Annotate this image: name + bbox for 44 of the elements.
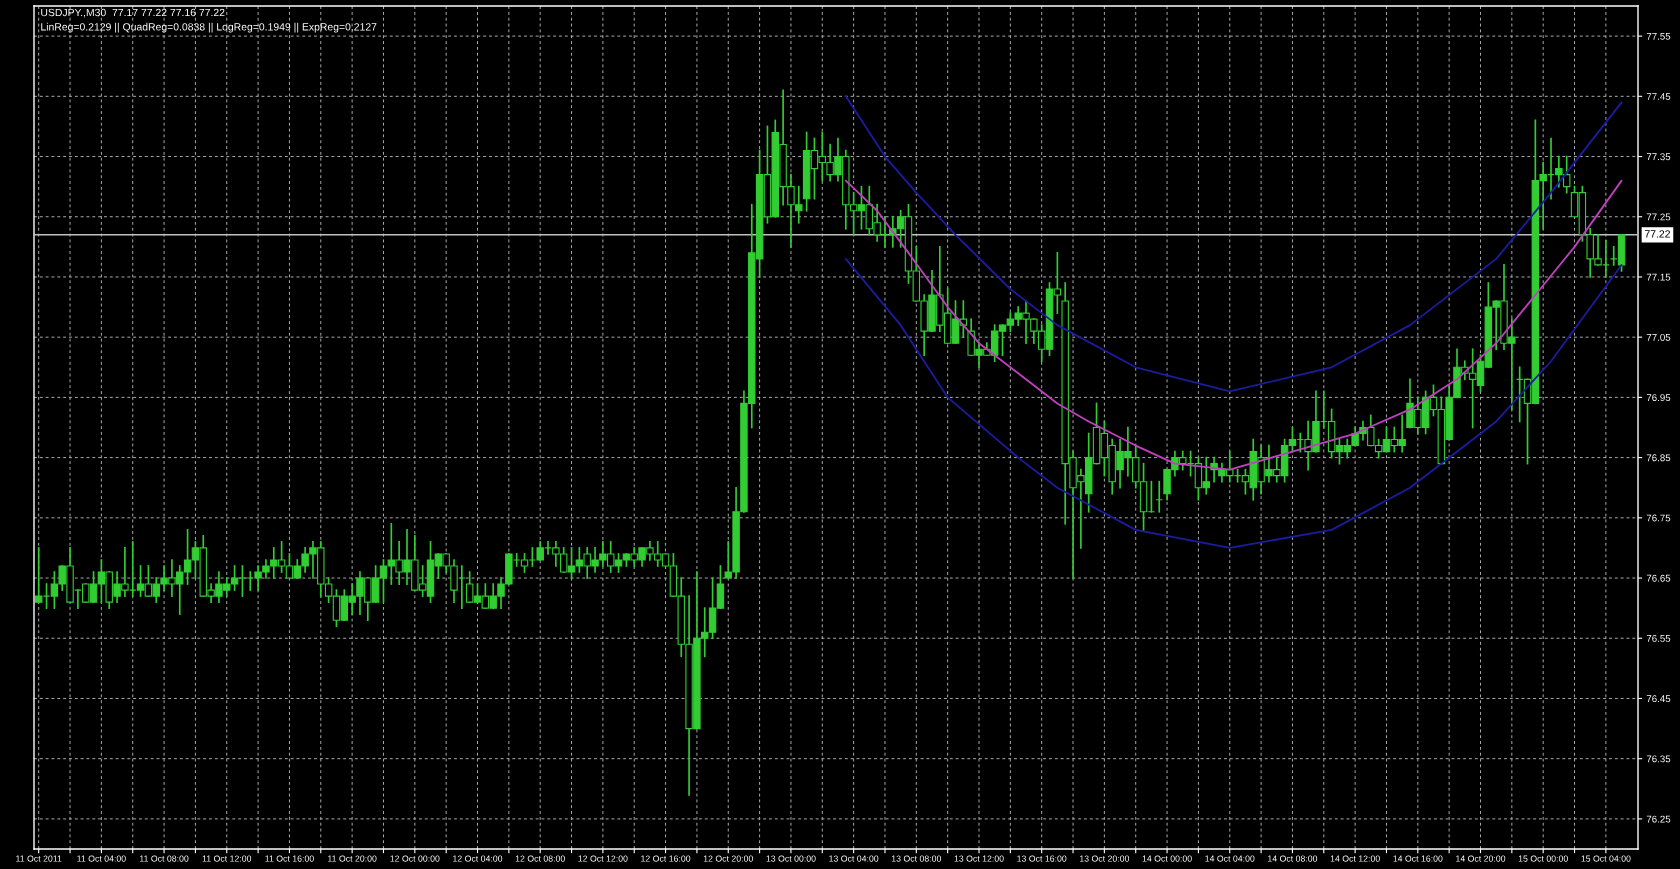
x-tick-label: 13 Oct 00:00 xyxy=(766,855,816,862)
x-tick-label: 13 Oct 16:00 xyxy=(1017,855,1067,862)
x-tick-label: 15 Oct 00:00 xyxy=(1518,855,1568,862)
y-tick-label: 76.45 xyxy=(1646,695,1671,703)
chart-title: USDJPY.,M30 77.17 77.22 77.16 77.22 xyxy=(41,8,225,18)
x-tick-label: 11 Oct 20:00 xyxy=(328,855,377,862)
x-tick-label: 13 Oct 12:00 xyxy=(954,855,1004,862)
x-tick-label: 11 Oct 2011 xyxy=(16,855,62,862)
x-tick-label: 12 Oct 08:00 xyxy=(515,855,565,862)
x-tick-label: 11 Oct 16:00 xyxy=(265,855,314,862)
y-tick-label: 76.65 xyxy=(1646,574,1671,582)
y-tick-label: 77.35 xyxy=(1646,153,1671,161)
x-tick-label: 12 Oct 04:00 xyxy=(453,855,503,862)
x-tick-label: 14 Oct 00:00 xyxy=(1142,855,1192,862)
y-tick-label: 76.95 xyxy=(1646,394,1671,402)
x-tick-label: 13 Oct 08:00 xyxy=(891,855,942,862)
y-tick-label: 77.05 xyxy=(1646,333,1671,341)
x-tick-label: 12 Oct 16:00 xyxy=(641,855,691,862)
y-tick-label: 77.15 xyxy=(1646,273,1671,281)
x-tick-label: 14 Oct 12:00 xyxy=(1330,855,1380,862)
x-tick-label: 13 Oct 20:00 xyxy=(1080,855,1130,862)
y-tick-label: 76.35 xyxy=(1646,755,1671,763)
x-tick-label: 13 Oct 04:00 xyxy=(829,855,879,862)
ref-line-label: 77.22 xyxy=(1644,230,1670,238)
x-tick-label: 14 Oct 16:00 xyxy=(1393,855,1443,862)
x-tick-label: 14 Oct 08:00 xyxy=(1268,855,1318,862)
y-tick-label: 76.75 xyxy=(1646,514,1671,522)
x-tick-label: 11 Oct 12:00 xyxy=(202,855,252,862)
x-tick-label: 11 Oct 04:00 xyxy=(77,855,126,862)
x-tick-label: 12 Oct 00:00 xyxy=(390,855,440,862)
y-tick-label: 77.25 xyxy=(1646,213,1671,221)
y-tick-label: 76.25 xyxy=(1646,815,1671,823)
y-tick-label: 76.85 xyxy=(1646,454,1671,462)
x-tick-label: 14 Oct 04:00 xyxy=(1205,855,1255,862)
y-tick-label: 77.55 xyxy=(1646,32,1671,40)
x-tick-label: 12 Oct 12:00 xyxy=(578,855,628,862)
text: LinReg=0.2129 || QuadReg=0.0838 || LogReg=0.1949 || ExpReg=0.2127 xyxy=(41,22,377,33)
x-tick-label: 11 Oct 08:00 xyxy=(140,855,189,862)
x-tick-label: 14 Oct 20:00 xyxy=(1456,855,1506,862)
x-tick-label: 12 Oct 20:00 xyxy=(703,855,753,862)
y-tick-label: 77.45 xyxy=(1646,93,1671,100)
y-tick-label: 76.55 xyxy=(1646,634,1671,642)
x-tick-label: 15 Oct 04:00 xyxy=(1581,855,1631,862)
line-series xyxy=(844,95,1623,393)
